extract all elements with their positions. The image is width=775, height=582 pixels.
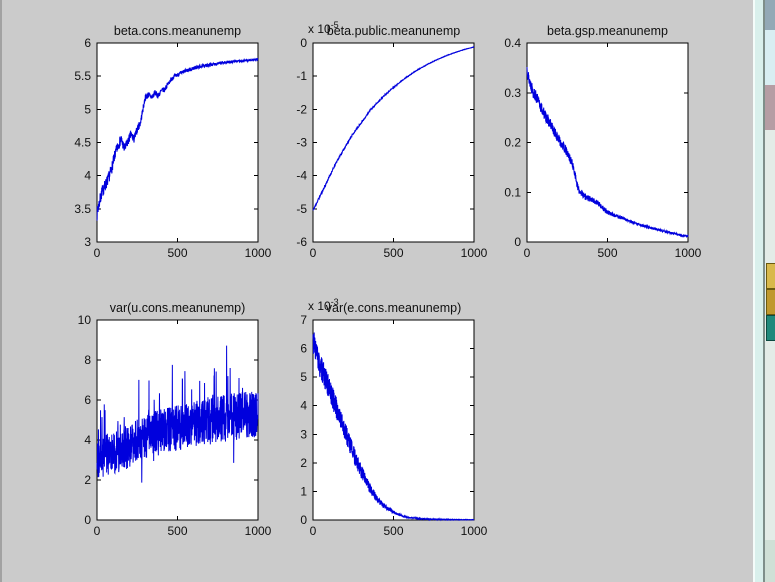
desktop-slate-block (765, 0, 775, 30)
y-tick-label: 2 (84, 473, 91, 487)
y-axis-exponent-label: x 10-5 (308, 20, 339, 36)
subplot-beta-public-meanunemp: 0 500 1000 -6 -5 -4 -3 -2 -1 0 beta.public.meanun… (296, 20, 487, 260)
chart-title: beta.cons.meanunemp (113, 24, 242, 38)
y-tick-label: 6 (84, 36, 91, 50)
x-tick-label: 1000 (245, 524, 272, 538)
y-tick-label: 6 (84, 393, 91, 407)
exponent-power: -5 (330, 20, 339, 30)
x-tick-label: 500 (167, 524, 187, 538)
x-tick-label: 1000 (461, 246, 488, 260)
y-tick-label: 10 (78, 313, 92, 327)
y-tick-label: -6 (296, 235, 307, 249)
x-tick-label: 1000 (675, 246, 702, 260)
subplot-var-e-cons-meanunemp: 0 500 1000 0 1 2 3 4 5 6 7 var(e.cons.meanunemp) x… (300, 297, 487, 538)
desktop-cyan-block (765, 30, 775, 85)
y-tick-label: 0 (514, 235, 521, 249)
y-tick-label: 4 (84, 169, 91, 183)
desktop-cyan-strip (755, 0, 763, 582)
y-tick-label: 0.4 (504, 36, 521, 50)
window-left-border (0, 0, 2, 582)
x-tick-label: 1000 (245, 246, 272, 260)
x-tick-label: 1000 (461, 524, 488, 538)
desktop-icon-teal[interactable] (766, 315, 775, 341)
x-tick-label: 0 (310, 524, 317, 538)
x-tick-label: 500 (383, 246, 403, 260)
desktop-bottom-block (765, 540, 775, 582)
y-tick-label: 0.1 (504, 185, 521, 199)
y-tick-label: -5 (296, 202, 307, 216)
x-tick-label: 0 (94, 246, 101, 260)
x-tick-label: 0 (310, 246, 317, 260)
y-tick-label: 0 (84, 513, 91, 527)
y-tick-label: -4 (296, 169, 307, 183)
y-tick-label: 3 (300, 427, 307, 441)
y-tick-label: 4.5 (74, 136, 91, 150)
y-tick-label: 0.3 (504, 86, 521, 100)
x-tick-label: 0 (524, 246, 531, 260)
y-tick-label: 5 (84, 102, 91, 116)
y-tick-label: 6 (300, 342, 307, 356)
plot-area: 0 500 1000 0 2 4 6 8 10 (78, 313, 272, 538)
y-tick-label: 1 (300, 484, 307, 498)
x-tick-label: 500 (383, 524, 403, 538)
y-tick-label: 2 (300, 456, 307, 470)
y-tick-label: 5 (300, 370, 307, 384)
exponent-base: x 10 (308, 22, 331, 36)
subplot-beta-cons-meanunemp: 0 500 1000 3 3.5 4 4.5 5 5.5 6 beta.cons.meanunem… (74, 24, 271, 260)
y-tick-label: 3 (84, 235, 91, 249)
window-edge-highlight (753, 0, 755, 582)
exponent-power: -3 (330, 297, 339, 307)
chart-title: beta.public.meanunemp (326, 24, 461, 38)
desktop-icon-folder-2[interactable] (766, 289, 775, 315)
y-axis-exponent-label: x 10-3 (308, 297, 339, 313)
subplot-beta-gsp-meanunemp: 0 500 1000 0 0.1 0.2 0.3 0.4 beta.gsp.meanunemp (504, 24, 701, 260)
y-tick-label: 5.5 (74, 69, 91, 83)
x-tick-label: 0 (94, 524, 101, 538)
y-tick-label: -1 (296, 69, 307, 83)
exponent-base: x 10 (308, 299, 331, 313)
plot-area: 0 500 1000 3 3.5 4 4.5 5 5.5 6 (74, 36, 271, 260)
y-tick-label: 0.2 (504, 136, 521, 150)
y-tick-label: 7 (300, 313, 307, 327)
y-tick-label: -3 (296, 136, 307, 150)
y-tick-label: 0 (300, 36, 307, 50)
desktop-icon-folder-1[interactable] (766, 263, 775, 289)
chart-title: beta.gsp.meanunemp (547, 24, 668, 38)
y-tick-label: -2 (296, 102, 307, 116)
x-tick-label: 500 (597, 246, 617, 260)
y-tick-label: 0 (300, 513, 307, 527)
y-tick-label: 3.5 (74, 202, 91, 216)
desktop-pink-block (765, 85, 775, 130)
y-tick-label: 4 (300, 399, 307, 413)
plot-area: 0 500 1000 0 1 2 3 4 5 6 7 (300, 313, 487, 538)
plot-area: 0 500 1000 0 0.1 0.2 0.3 0.4 (504, 36, 701, 260)
y-tick-label: 8 (84, 353, 91, 367)
plot-area: 0 500 1000 -6 -5 -4 -3 -2 -1 0 (296, 36, 487, 260)
x-tick-label: 500 (167, 246, 187, 260)
y-tick-label: 4 (84, 433, 91, 447)
desktop-divider-line (763, 0, 765, 582)
chart-title: var(u.cons.meanunemp) (109, 301, 246, 315)
subplot-var-u-cons-meanunemp: 0 500 1000 0 2 4 6 8 10 var(u.cons.meanunemp) (78, 301, 272, 538)
chart-title: var(e.cons.meanunemp) (325, 301, 462, 315)
